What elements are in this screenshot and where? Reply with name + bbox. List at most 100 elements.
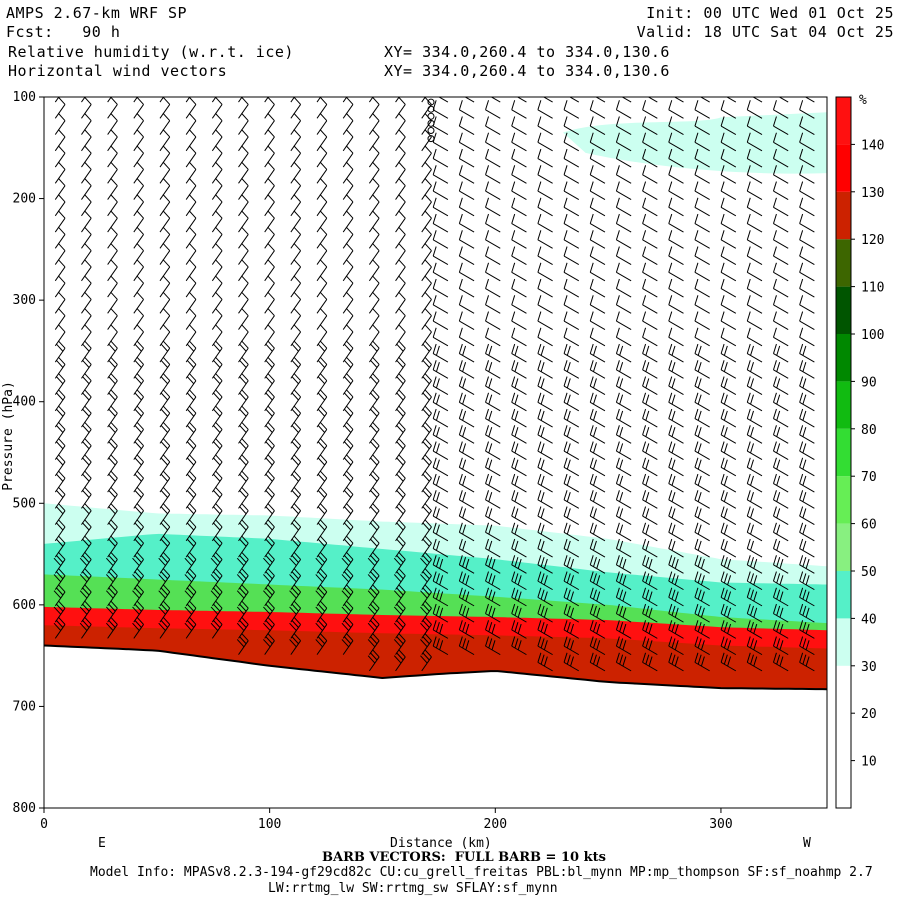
- barb-flag: [291, 636, 299, 645]
- barb-flag: [642, 408, 647, 419]
- barb-flag: [668, 132, 673, 143]
- barb-flag: [537, 652, 542, 663]
- barb-flag: [319, 632, 328, 642]
- barb-flag: [267, 535, 275, 544]
- barb-flag: [293, 535, 301, 544]
- wind-barb: [485, 165, 501, 184]
- barb-flag: [589, 311, 594, 322]
- barb-flag: [291, 392, 299, 401]
- barb-flag: [265, 473, 273, 482]
- barb-staff: [459, 190, 475, 201]
- barb-flag: [212, 376, 221, 385]
- barb-staff: [159, 217, 171, 233]
- barb-staff: [589, 353, 606, 363]
- barb-flag: [485, 311, 489, 322]
- barb-staff: [668, 499, 684, 509]
- wind-barb: [264, 405, 275, 428]
- barb-flag: [186, 457, 195, 466]
- barb-flag: [727, 607, 732, 618]
- wind-barb: [642, 343, 658, 363]
- barb-flag: [563, 441, 568, 452]
- barb-flag: [108, 343, 116, 352]
- barb-flag: [265, 441, 273, 450]
- barb-flag: [746, 295, 751, 305]
- barb-staff: [747, 304, 763, 314]
- barb-staff: [368, 412, 380, 428]
- wind-barb: [589, 620, 606, 639]
- barb-flag: [720, 392, 725, 403]
- barb-staff: [54, 315, 66, 330]
- barb-flag: [214, 324, 223, 333]
- barb-staff: [432, 645, 449, 656]
- barb-staff: [421, 250, 432, 265]
- barb-flag: [424, 242, 432, 252]
- barb-flag: [267, 567, 275, 577]
- barb-flag: [566, 362, 571, 372]
- wind-barb: [720, 425, 737, 444]
- barb-staff: [421, 445, 432, 460]
- barb-flag: [694, 230, 699, 240]
- barb-staff: [642, 418, 658, 428]
- barb-staff: [668, 158, 684, 168]
- barb-flag: [110, 226, 118, 235]
- wind-barb: [563, 213, 580, 233]
- wind-barb: [615, 295, 632, 314]
- wind-barb: [133, 356, 144, 379]
- wind-barb: [537, 392, 553, 412]
- barb-staff: [185, 624, 197, 639]
- barb-flag: [805, 575, 810, 586]
- wind-barb: [367, 551, 380, 574]
- barb-flag: [589, 392, 594, 403]
- barb-staff: [316, 331, 328, 347]
- barb-staff: [459, 141, 475, 152]
- barb-staff: [747, 239, 763, 249]
- barb-staff: [773, 645, 789, 656]
- wind-barb: [421, 194, 432, 217]
- barb-flag: [514, 573, 519, 584]
- barb-flag: [694, 571, 699, 582]
- barb-staff: [668, 466, 684, 477]
- wind-barb: [589, 587, 606, 607]
- barb-flag: [645, 557, 650, 567]
- wind-barb: [668, 132, 684, 152]
- barb-flag: [697, 378, 702, 389]
- barb-flag: [241, 324, 249, 333]
- wind-barb: [772, 587, 789, 607]
- barb-staff: [395, 380, 406, 395]
- barb-staff: [537, 499, 553, 509]
- wind-barb: [264, 372, 275, 395]
- wind-barb: [694, 457, 710, 477]
- barb-flag: [694, 165, 699, 175]
- barb-flag: [110, 307, 118, 317]
- wind-barb: [799, 230, 815, 249]
- barb-flag: [622, 656, 627, 667]
- barb-staff: [290, 542, 302, 558]
- wind-barb: [772, 343, 789, 363]
- barb-flag: [543, 591, 548, 602]
- wind-barb: [54, 405, 66, 428]
- wind-barb: [290, 291, 302, 314]
- wind-barb: [746, 636, 763, 656]
- barb-staff: [642, 255, 658, 266]
- barb-flag: [424, 649, 432, 658]
- barb-flag: [746, 457, 751, 468]
- barb-flag: [184, 606, 192, 615]
- barb-flag: [186, 571, 195, 580]
- barb-staff: [616, 141, 632, 152]
- barb-staff: [81, 396, 92, 412]
- barb-staff: [211, 591, 223, 607]
- barb-flag: [110, 356, 118, 365]
- barb-staff: [694, 645, 710, 656]
- barb-flag: [136, 535, 144, 544]
- wind-barb: [694, 603, 710, 623]
- barb-flag: [241, 486, 249, 495]
- barb-flag: [343, 457, 352, 466]
- barb-flag: [214, 161, 223, 170]
- barb-flag: [345, 551, 354, 560]
- barb-flag: [615, 522, 620, 533]
- barb-staff: [720, 483, 737, 493]
- barb-staff: [747, 320, 763, 331]
- barb-staff: [694, 596, 710, 607]
- barb-staff: [616, 450, 632, 461]
- barb-staff: [432, 239, 449, 249]
